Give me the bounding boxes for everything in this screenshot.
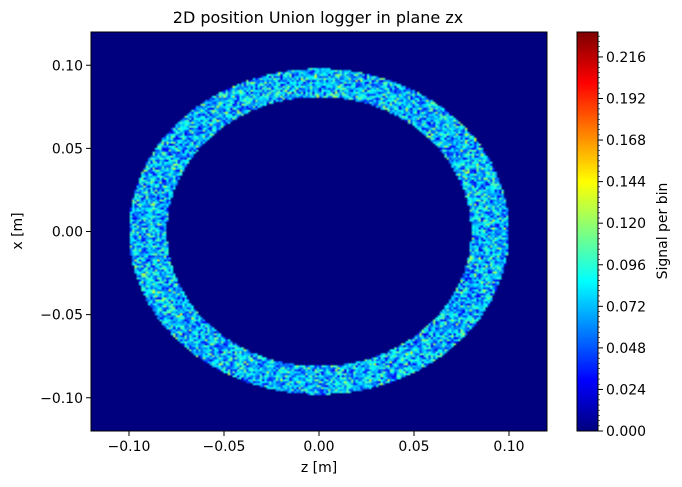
plot-area [90,31,548,432]
y-tick-label: 0.10 [52,58,83,74]
x-tick-label: 0.10 [493,439,524,455]
colorbar-tick-label: 0.144 [606,175,646,191]
colorbar-tick-label: 0.216 [606,50,646,66]
x-tick-label: 0.00 [303,439,334,455]
y-tick-label: −0.05 [40,308,83,324]
colorbar-label: Signal per bin [655,183,671,280]
x-tick-label: −0.05 [203,439,246,455]
colorbar-tick-label: 0.192 [606,92,646,108]
heatmap-image [91,32,547,431]
colorbar-tick-label: 0.000 [606,424,646,440]
x-tick-label: 0.05 [398,439,429,455]
y-tick-label: 0.00 [52,225,83,241]
colorbar-ticks: 0.000 0.024 0.048 0.072 0.096 0.120 0.144 0.168… [598,35,646,440]
colorbar-tick-label: 0.072 [606,299,646,315]
x-axis-label: z [m] [301,460,337,476]
colorbar-tick-label: 0.048 [606,341,646,357]
y-tick-label: −0.10 [40,391,83,407]
colorbar-tick-label: 0.024 [606,382,646,398]
y-tick-label: 0.05 [52,141,83,157]
y-axis-label: x [m] [10,212,26,249]
colorbar-tick-label: 0.168 [606,133,646,149]
colorbar-frame [576,31,599,432]
y-axis: −0.10 −0.05 0.00 0.05 0.10 [40,58,91,407]
colorbar: 0.000 0.024 0.048 0.072 0.096 0.120 0.144 0.168… [576,31,671,440]
colorbar-tick-label: 0.096 [606,258,646,274]
colorbar-tick-label: 0.120 [606,216,646,232]
x-axis: −0.10 −0.05 0.00 0.05 0.10 [108,431,525,455]
x-tick-label: −0.10 [108,439,151,455]
colorbar-gradient [577,32,598,431]
chart-title: 2D position Union logger in plane zx [173,8,463,27]
